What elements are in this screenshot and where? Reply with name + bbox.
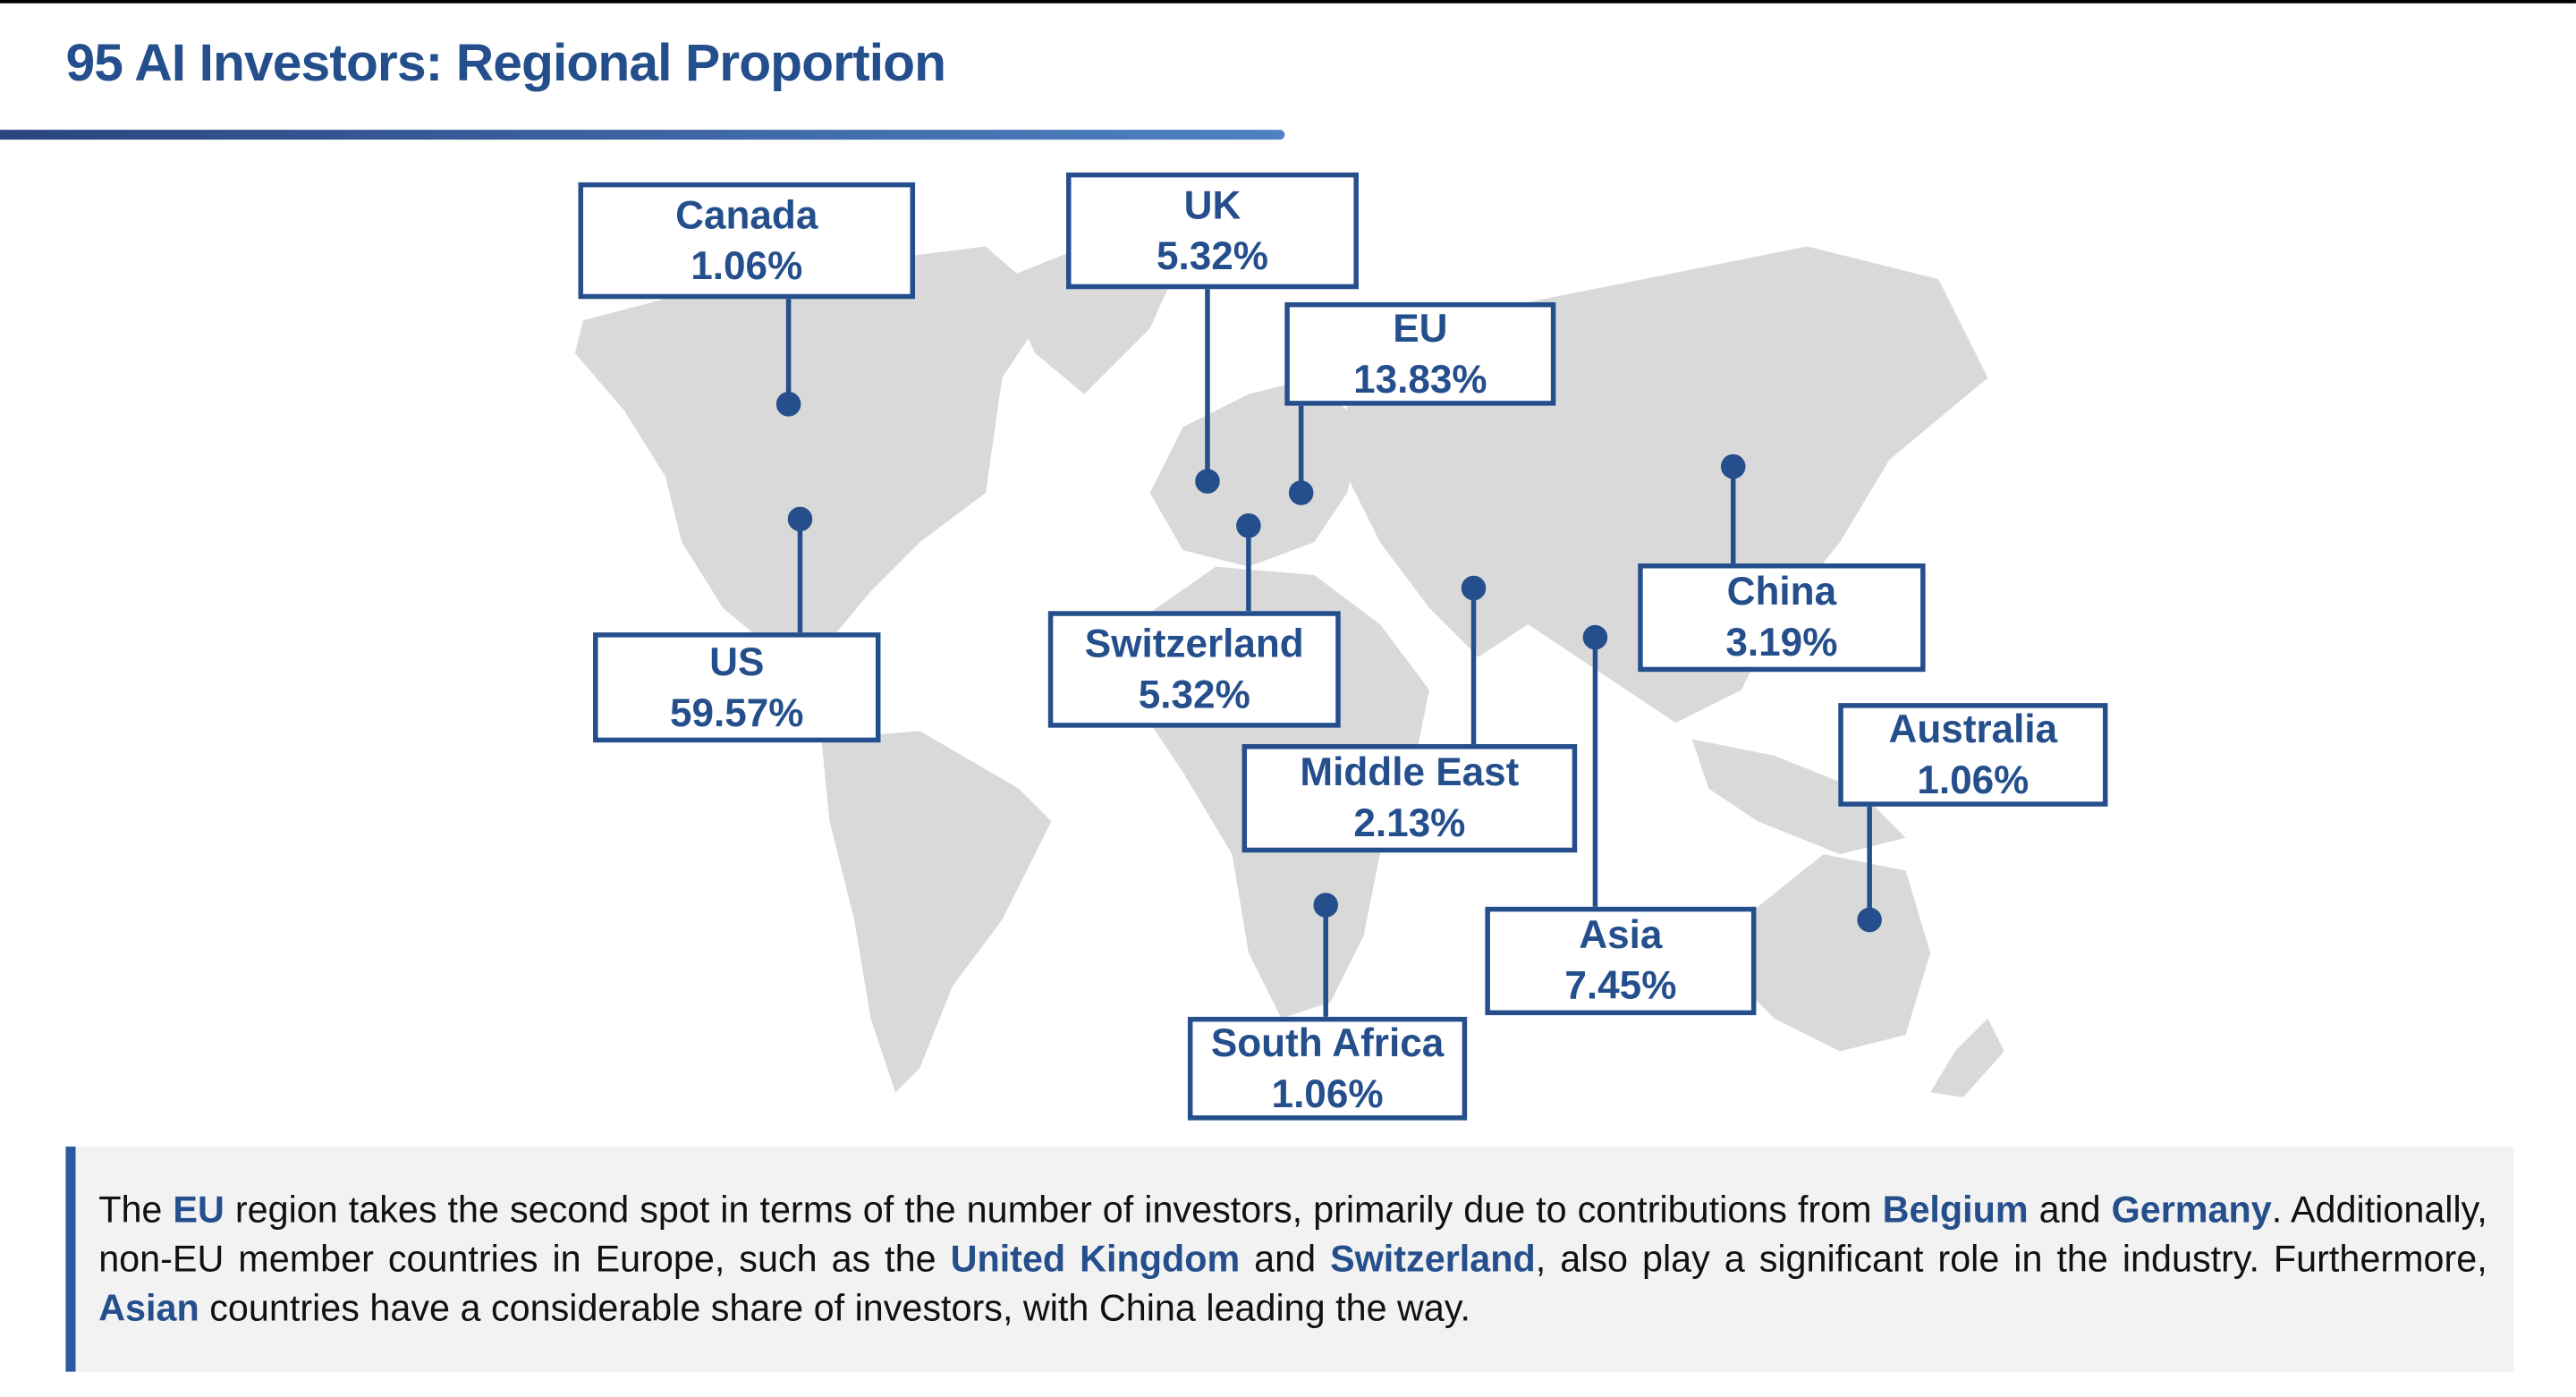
summary-note: The EU region takes the second spot in t… bbox=[65, 1147, 2514, 1372]
label-middle-east: Middle East 2.13% bbox=[1241, 744, 1578, 853]
label-china: China 3.19% bbox=[1638, 563, 1926, 673]
leader-lines bbox=[775, 287, 1882, 1017]
southeast-asia bbox=[1691, 739, 1906, 855]
note-text: . Additionally, non-EU member countries … bbox=[98, 1189, 2487, 1280]
note-text: , also play a significant role in the in… bbox=[1535, 1238, 2487, 1280]
region-value: 1.06% bbox=[1917, 758, 2029, 803]
note-highlight: Asian bbox=[98, 1287, 199, 1329]
region-value: 1.06% bbox=[1271, 1071, 1384, 1117]
australia-marker bbox=[1857, 907, 1882, 933]
region-name: Switzerland bbox=[1084, 622, 1304, 666]
us-marker bbox=[787, 506, 813, 532]
canada-marker bbox=[775, 392, 801, 417]
uk-marker bbox=[1195, 469, 1220, 494]
note-text: and bbox=[2028, 1189, 2112, 1231]
australia bbox=[1741, 854, 1931, 1052]
region-value: 13.83% bbox=[1353, 357, 1487, 402]
region-name: UK bbox=[1183, 182, 1241, 228]
china-marker bbox=[1720, 453, 1746, 479]
region-value: 59.57% bbox=[670, 690, 804, 735]
region-name: Australia bbox=[1888, 707, 2058, 752]
new-zealand bbox=[1930, 1018, 2004, 1097]
note-text: The bbox=[98, 1189, 174, 1231]
label-us: US 59.57% bbox=[593, 632, 881, 743]
page-title: 95 AI Investors: Regional Proportion bbox=[65, 32, 946, 92]
region-name: Asia bbox=[1579, 913, 1663, 958]
top-border bbox=[0, 0, 2576, 4]
region-value: 1.06% bbox=[691, 243, 803, 289]
note-text: countries have a considerable share of i… bbox=[199, 1287, 1470, 1329]
region-name: South Africa bbox=[1210, 1020, 1445, 1066]
region-value: 3.19% bbox=[1725, 621, 1838, 665]
north-america bbox=[574, 246, 1052, 649]
label-eu: EU 13.83% bbox=[1284, 301, 1556, 406]
note-highlight: Germany bbox=[2111, 1189, 2272, 1231]
middle-east-marker bbox=[1461, 575, 1487, 601]
label-canada: Canada 1.06% bbox=[578, 182, 916, 300]
note-highlight: Belgium bbox=[1882, 1189, 2029, 1231]
region-name: China bbox=[1726, 570, 1837, 614]
note-text: region takes the second spot in terms of… bbox=[224, 1189, 1883, 1231]
note-highlight: Switzerland bbox=[1330, 1238, 1536, 1280]
asia-marker bbox=[1582, 624, 1608, 650]
south-africa-marker bbox=[1313, 893, 1338, 918]
region-name: EU bbox=[1393, 306, 1448, 351]
label-uk: UK 5.32% bbox=[1066, 172, 1359, 290]
europe bbox=[1149, 377, 1364, 567]
note-highlight: EU bbox=[173, 1189, 225, 1231]
label-south-africa: South Africa 1.06% bbox=[1187, 1016, 1468, 1121]
region-value: 5.32% bbox=[1138, 673, 1250, 717]
region-name: US bbox=[709, 639, 765, 684]
region-value: 5.32% bbox=[1156, 233, 1268, 279]
label-switzerland: Switzerland 5.32% bbox=[1047, 611, 1341, 728]
label-asia: Asia 7.45% bbox=[1485, 906, 1757, 1016]
eu-marker bbox=[1288, 480, 1314, 505]
region-name: Middle East bbox=[1300, 750, 1520, 795]
south-america bbox=[821, 731, 1052, 1093]
title-underline bbox=[0, 130, 1285, 140]
note-highlight: United Kingdom bbox=[950, 1238, 1241, 1280]
note-text: and bbox=[1240, 1238, 1331, 1280]
region-value: 2.13% bbox=[1353, 801, 1466, 846]
region-value: 7.45% bbox=[1564, 964, 1677, 1009]
label-australia: Australia 1.06% bbox=[1838, 703, 2108, 807]
switzerland-marker bbox=[1236, 512, 1261, 538]
region-name: Canada bbox=[675, 192, 818, 238]
